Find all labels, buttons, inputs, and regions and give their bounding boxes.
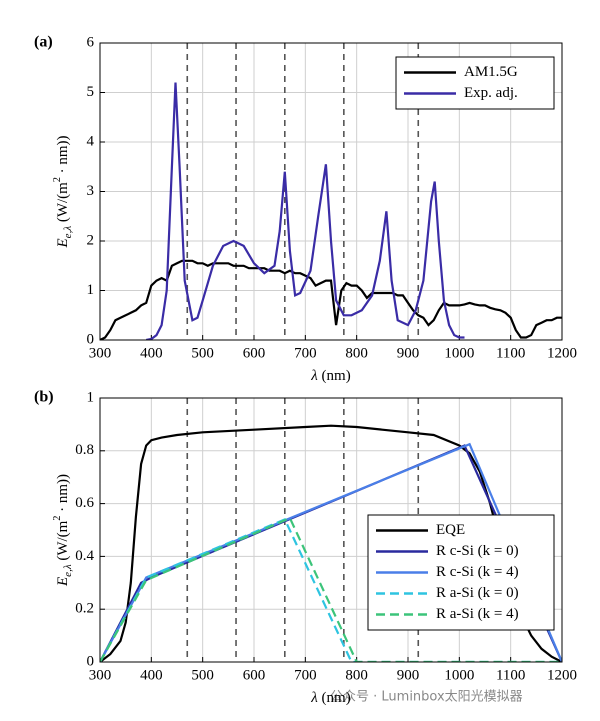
y-tick-label: 0.2 — [75, 601, 94, 617]
y-tick-label: 4 — [87, 133, 95, 149]
x-tick-label: 700 — [294, 345, 317, 361]
y-label-symbol: E — [55, 238, 71, 248]
y-label-sup: 2 — [52, 516, 63, 521]
x-tick-label: 1200 — [547, 345, 577, 361]
x-tick-label: 400 — [140, 667, 163, 683]
x-tick-label: 900 — [397, 667, 420, 683]
x-label-unit: (nm) — [318, 368, 351, 384]
series-line — [145, 82, 465, 340]
x-tick-label: 300 — [89, 667, 112, 683]
y-label-unit: (W/(m — [55, 182, 71, 226]
x-tick-label: 600 — [243, 345, 266, 361]
y-label-unit: (W/(m — [55, 520, 71, 564]
y-label-sub: e,λ — [62, 564, 74, 577]
y-tick-label: 3 — [87, 183, 95, 199]
series-line — [100, 259, 562, 340]
x-tick-label: 800 — [345, 345, 368, 361]
y-tick-label: 0.8 — [75, 442, 94, 458]
y-tick-label: 0 — [87, 653, 95, 669]
y-label-sub: e,λ — [62, 226, 74, 239]
x-tick-label: 1000 — [444, 667, 474, 683]
legend-label: R a-Si (k = 4) — [436, 606, 519, 622]
legend-label: R c-Si (k = 4) — [436, 564, 519, 580]
x-label-unit: (nm) — [318, 690, 351, 706]
y-tick-label: 0 — [87, 331, 95, 347]
y-label-sup: 2 — [52, 177, 63, 182]
x-tick-label: 1200 — [547, 667, 577, 683]
x-tick-label: 400 — [140, 345, 163, 361]
y-label-symbol: E — [55, 577, 71, 587]
y-label-rest: · nm)) — [55, 136, 71, 178]
y-tick-label: 5 — [87, 84, 95, 100]
panel-label: (a) — [34, 34, 53, 51]
x-tick-label: 1000 — [444, 345, 474, 361]
legend-label: R a-Si (k = 0) — [436, 585, 519, 601]
watermark: 公众号 · Luminbox太阳光模拟器 — [330, 690, 523, 705]
x-axis-label: λ (nm) — [310, 368, 350, 384]
x-label-symbol: λ — [310, 690, 318, 706]
y-tick-label: 1 — [87, 389, 95, 405]
legend-label: Exp. adj. — [464, 85, 518, 101]
x-tick-label: 500 — [191, 667, 214, 683]
panel-label: (b) — [34, 389, 54, 406]
x-axis-label: λ (nm) — [310, 690, 350, 706]
series-line — [100, 516, 562, 662]
y-tick-label: 1 — [87, 282, 95, 298]
x-tick-label: 300 — [89, 345, 112, 361]
y-axis-label: Ee,λ (W/(m2 · nm)) — [52, 474, 73, 587]
x-tick-label: 800 — [345, 667, 368, 683]
legend-label: AM1.5G — [464, 64, 518, 80]
x-tick-label: 500 — [191, 345, 214, 361]
y-tick-label: 6 — [87, 34, 95, 50]
legend-label: EQE — [436, 522, 465, 538]
y-tick-label: 0.4 — [75, 548, 94, 564]
y-axis-label: Ee,λ (W/(m2 · nm)) — [52, 136, 73, 249]
legend-box — [395, 56, 555, 110]
x-label-symbol: λ — [310, 368, 318, 384]
y-label-rest: · nm)) — [55, 474, 71, 516]
x-tick-label: 900 — [397, 345, 420, 361]
legend-label: R c-Si (k = 0) — [436, 543, 519, 559]
x-tick-label: 1100 — [496, 667, 525, 683]
plot-frame — [99, 397, 563, 663]
x-tick-label: 700 — [294, 667, 317, 683]
y-tick-label: 0.6 — [75, 495, 94, 511]
plot-frame — [99, 42, 563, 341]
x-tick-label: 1100 — [496, 345, 525, 361]
y-tick-label: 2 — [87, 232, 95, 248]
x-tick-label: 600 — [243, 667, 266, 683]
